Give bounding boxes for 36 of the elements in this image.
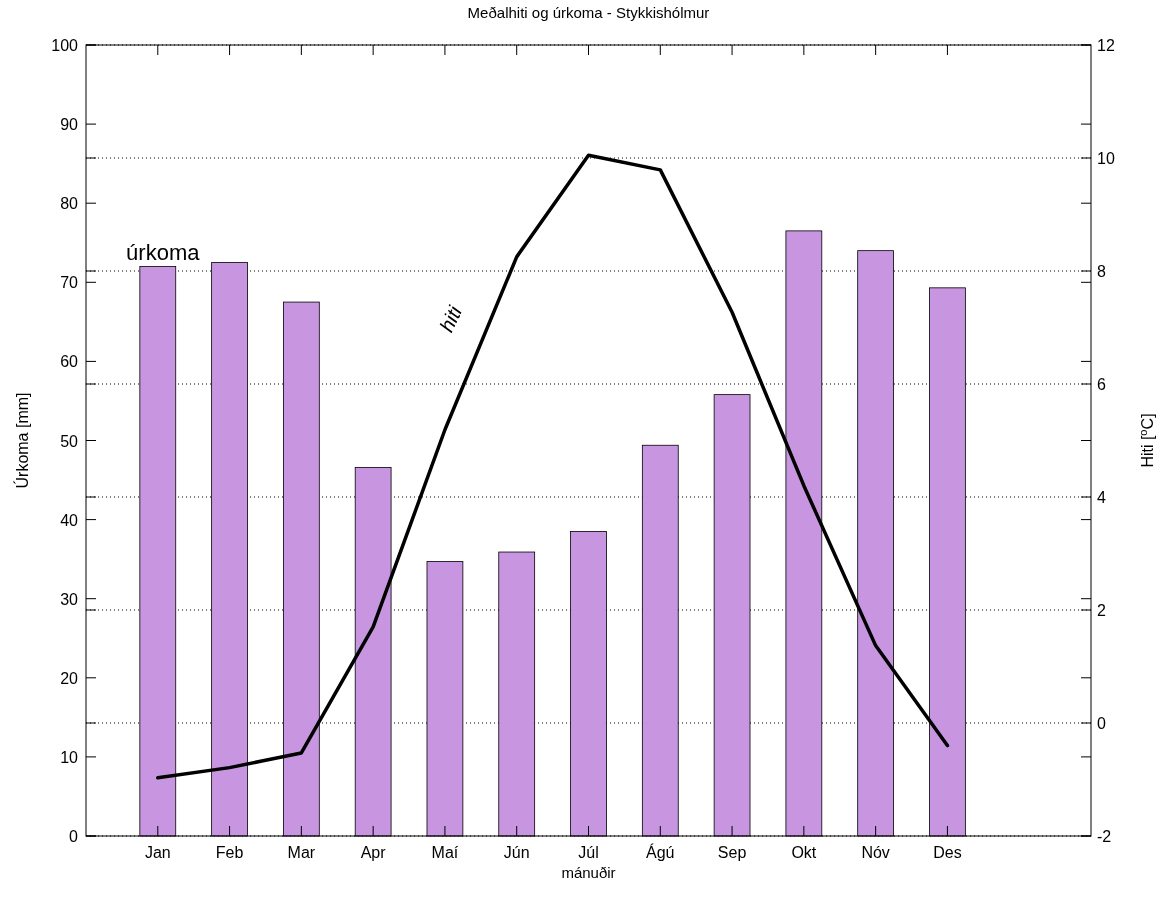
y-tick-label: 60 xyxy=(60,353,79,371)
y-tick-label: 10 xyxy=(60,748,79,766)
y-tick-label: 90 xyxy=(60,116,79,134)
y2-tick-label: 0 xyxy=(1097,715,1106,732)
y-tick-label: 100 xyxy=(51,37,79,54)
y2-tick-label: 4 xyxy=(1097,489,1106,506)
annotation: úrkoma xyxy=(126,240,201,265)
y-tick-label: 50 xyxy=(60,432,79,450)
y-axis-title: Úrkoma [mm] xyxy=(13,392,31,489)
x-tick-label: Maí xyxy=(431,844,459,861)
y-tick-label: 20 xyxy=(60,669,79,687)
y2-tick-label: 6 xyxy=(1097,376,1106,393)
annotation: hiti xyxy=(435,302,467,336)
y2-tick-label: 2 xyxy=(1097,602,1106,619)
y2-tick-label: 12 xyxy=(1097,37,1115,54)
y-tick-label: 80 xyxy=(60,195,79,213)
x-tick-label: Feb xyxy=(215,844,244,861)
y-tick-label: 70 xyxy=(60,274,79,292)
x-tick-label: Mar xyxy=(287,844,316,861)
y-tick-label: 30 xyxy=(60,590,79,608)
x-axis-title: mánuðir xyxy=(561,864,616,881)
y-tick-label: 0 xyxy=(69,828,79,845)
x-tick-label: Des xyxy=(933,844,962,861)
chart-title: Meðalhiti og úrkoma - Stykkishólmur xyxy=(467,4,710,21)
x-tick-label: Jan xyxy=(144,844,171,861)
y2-tick-label: 8 xyxy=(1097,263,1106,280)
x-tick-label: Júl xyxy=(578,844,599,861)
y2-tick-label: 10 xyxy=(1097,150,1115,167)
y2-tick-label: -2 xyxy=(1097,828,1112,845)
x-tick-label: Ágú xyxy=(646,843,675,861)
x-tick-label: Okt xyxy=(791,844,817,861)
x-tick-label: Jún xyxy=(503,844,530,861)
y-tick-label: 40 xyxy=(60,511,79,529)
x-tick-label: Nóv xyxy=(861,844,890,861)
x-tick-label: Apr xyxy=(360,844,387,861)
x-tick-label: Sep xyxy=(717,844,747,861)
